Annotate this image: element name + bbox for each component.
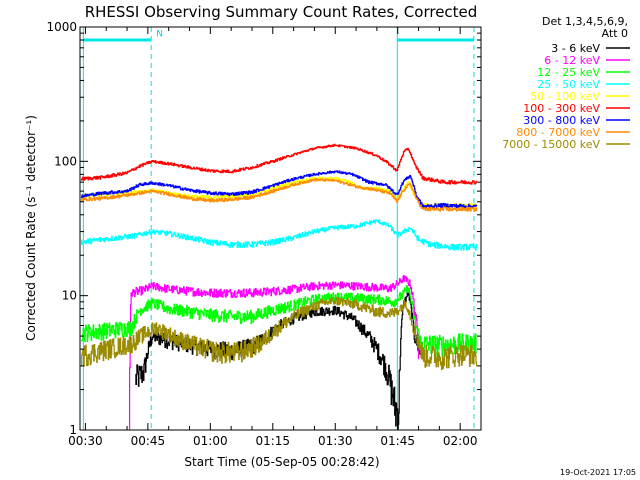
legend-entry-8: 800 - 7000 keV [516, 126, 600, 139]
y-axis-ticks: 1 10 100 1000 [46, 20, 481, 437]
x-axis-ticks: 00:30 00:45 01:00 01:15 01:30 01:45 02:00 [68, 27, 477, 448]
legend-entry-3: 12 - 25 keV [537, 66, 600, 79]
legend-entry-4: 25 - 50 keV [537, 78, 600, 91]
series-lines [81, 143, 478, 430]
legend-entry-9: 7000 - 15000 keV [502, 138, 600, 151]
flag-bars: N [83, 29, 474, 42]
chart-title: RHESSI Observing Summary Count Rates, Co… [85, 3, 478, 21]
x-tick-label: 00:45 [131, 434, 166, 448]
x-tick-label: 01:45 [380, 434, 415, 448]
footer-date: 19-Oct-2021 17:05 [560, 468, 636, 477]
legend-entry-7: 300 - 800 keV [523, 114, 600, 127]
legend-entry-2: 6 - 12 keV [544, 54, 600, 67]
x-axis-label: Start Time (05-Sep-05 00:28:42) [184, 455, 379, 469]
plot-frame [79, 26, 482, 431]
x-tick-label: 01:00 [193, 434, 228, 448]
x-tick-label: 00:30 [68, 434, 103, 448]
legend-entry-6: 100 - 300 keV [523, 102, 600, 115]
y-tick-label: 1000 [46, 20, 77, 34]
legend-header-line-1: Det 1,3,4,5,6,9, [542, 15, 628, 28]
series-line-9 [81, 296, 478, 370]
y-tick-label: 10 [62, 289, 77, 303]
legend-entry-1: 3 - 6 keV [551, 42, 600, 55]
y-tick-label: 100 [54, 154, 77, 168]
x-tick-label: 01:15 [255, 434, 290, 448]
series-line-4 [81, 219, 478, 251]
y-tick-label: 1 [69, 423, 77, 437]
series-line-7 [81, 170, 478, 209]
series-line-3 [81, 285, 478, 357]
legend-header-line-2: Att 0 [602, 27, 628, 40]
legend-entry-5: 50 - 100 keV [530, 90, 600, 103]
series-line-8 [81, 178, 478, 212]
x-tick-label: 02:00 [443, 434, 478, 448]
x-tick-label: 01:30 [318, 434, 353, 448]
y-axis-label: Corrected Count Rate (s⁻¹ detector⁻¹) [24, 115, 38, 341]
series-line-6 [81, 143, 478, 185]
flag-letter: N [156, 29, 163, 39]
series-line-5 [81, 176, 478, 208]
series-line-2 [129, 275, 420, 430]
